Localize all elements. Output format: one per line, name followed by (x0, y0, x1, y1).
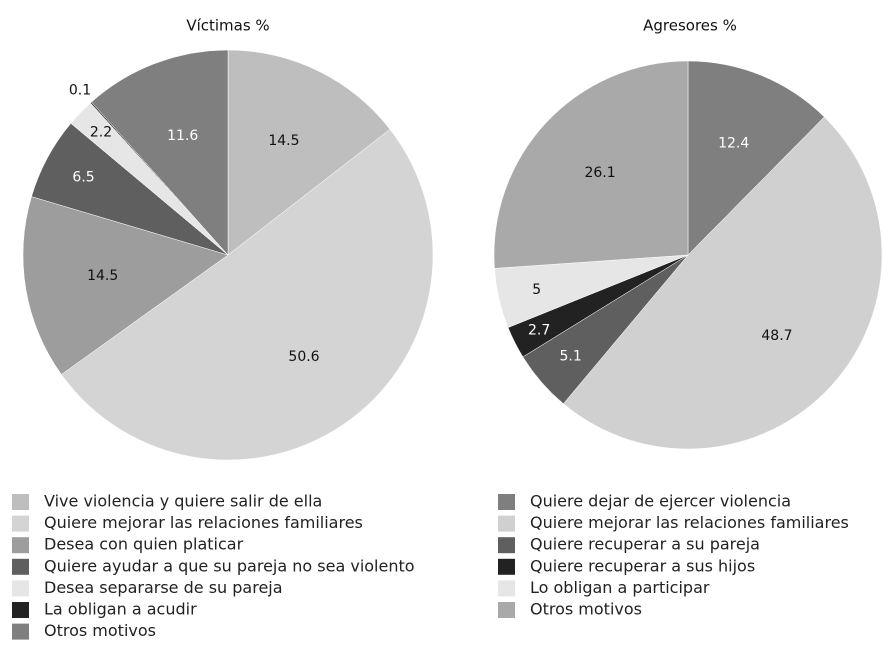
legend-swatch (498, 494, 515, 510)
pie-slice (227, 49, 391, 256)
legend-label: Desea separarse de su pareja (44, 578, 283, 597)
chart-title: Agresores % (643, 17, 737, 35)
legend-swatch (498, 515, 515, 532)
legend-label: Quiere dejar de ejercer violencia (530, 492, 791, 511)
legend-label: Quiere recuperar a su pareja (530, 535, 760, 554)
data-label: 5.1 (559, 349, 581, 365)
data-label: 14.5 (268, 133, 299, 149)
pie-slice (22, 196, 229, 375)
data-label: 11.6 (167, 128, 198, 144)
pie-slice (493, 60, 689, 269)
legend-swatch (12, 623, 29, 640)
legend-swatch (12, 558, 29, 575)
data-label: 2.7 (528, 322, 550, 338)
data-label: 0.1 (69, 82, 91, 98)
data-label: 26.1 (584, 165, 615, 181)
data-label: 12.4 (718, 136, 749, 152)
legend-label: Vive violencia y quiere salir de ella (44, 492, 322, 511)
legend-label: Quiere mejorar las relaciones familiares (530, 513, 849, 532)
legend-label: Otros motivos (530, 600, 642, 619)
pie-slice (91, 49, 229, 256)
data-label: 5 (532, 282, 541, 298)
legend-label: Desea con quien platicar (44, 535, 244, 554)
legend-swatch (498, 580, 515, 597)
legend-label: Quiere ayudar a que su pareja no sea vio… (44, 556, 415, 575)
legend-label: Quiere recuperar a sus hijos (530, 556, 755, 575)
chart-title: Víctimas % (186, 17, 269, 35)
legend-label: Lo obligan a participar (530, 578, 710, 597)
legend-swatch (12, 537, 29, 554)
legend-swatch (498, 537, 515, 554)
pie-slice (61, 129, 434, 461)
pie-slice (563, 116, 883, 450)
pie-slice (687, 60, 825, 256)
legend-label: Quiere mejorar las relaciones familiares (44, 513, 363, 532)
legend-swatch (12, 494, 29, 510)
data-label: 50.6 (288, 349, 319, 365)
legend-swatch (12, 602, 29, 618)
legend-swatch (498, 602, 515, 618)
data-label: 6.5 (72, 169, 94, 185)
legend-label: La obligan a acudir (44, 600, 197, 619)
legend-swatch (498, 558, 515, 575)
legend-swatch (12, 580, 29, 597)
data-label: 14.5 (87, 268, 118, 284)
data-label: 2.2 (90, 125, 112, 141)
data-label: 48.7 (761, 328, 792, 344)
legend-label: Otros motivos (44, 621, 156, 640)
legend-swatch (12, 515, 29, 532)
